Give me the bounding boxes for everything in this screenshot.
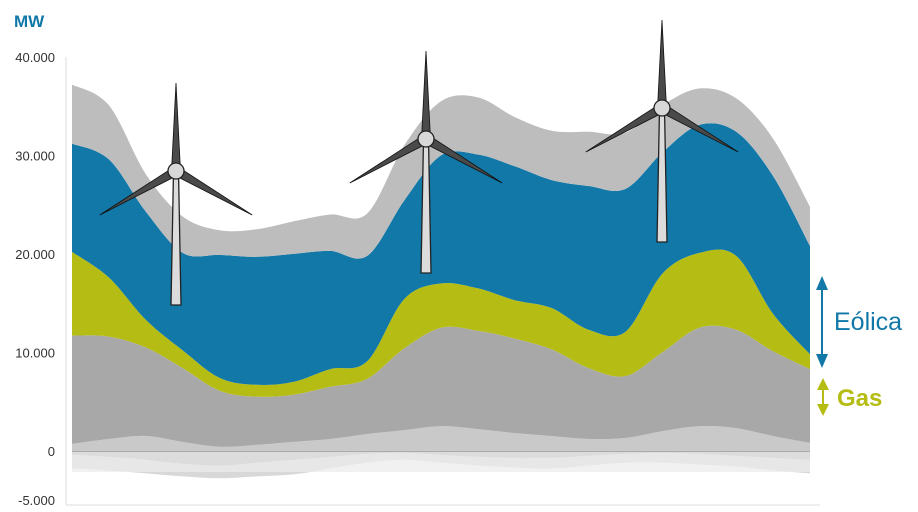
y-axis: 40.000 30.000 20.000 10.000 0 -5.000 (15, 50, 55, 508)
gas-range-arrow (817, 378, 829, 416)
y-tick-label: -5.000 (18, 493, 55, 508)
y-tick-label: 40.000 (15, 50, 55, 65)
wind-turbine-icon (99, 82, 253, 306)
area-elica (72, 123, 810, 386)
turbine-blade (657, 19, 667, 109)
wind-turbine-icon (585, 19, 739, 243)
y-tick-label: 30.000 (15, 148, 55, 163)
area-gas (72, 249, 810, 397)
y-tick-label: 20.000 (15, 247, 55, 262)
eolica-range-arrow (816, 276, 828, 368)
turbine-hub (167, 162, 185, 180)
wind-turbine-icon (349, 50, 503, 274)
turbine-blade (173, 166, 253, 216)
turbine-hub (417, 130, 435, 148)
y-tick-label: 10.000 (15, 345, 55, 360)
zero-band (72, 452, 810, 472)
wind-turbines (99, 19, 739, 306)
y-tick-label: 0 (48, 444, 55, 459)
eolica-label: Eólica (834, 308, 902, 336)
y-axis-unit-label: MW (14, 12, 45, 31)
area-layer-0 (72, 426, 810, 451)
turbine-blade (421, 50, 431, 140)
gas-label: Gas (837, 385, 882, 412)
turbine-blade (171, 82, 181, 172)
area-layer-4 (72, 84, 810, 259)
area-layer-1 (72, 325, 810, 447)
turbine-hub (653, 99, 671, 117)
